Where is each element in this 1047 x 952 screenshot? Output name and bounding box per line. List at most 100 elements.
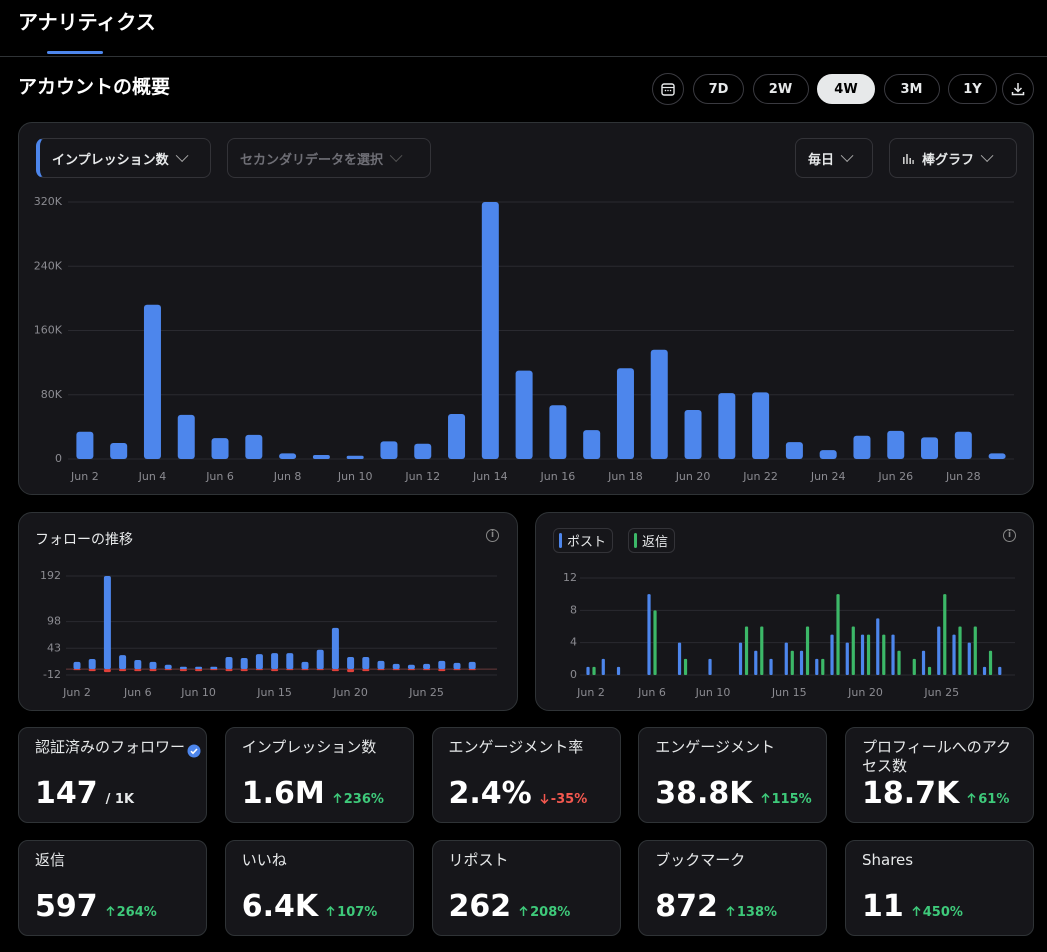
range-button[interactable]: 7D (693, 74, 744, 104)
card-value-row: 2.4% -35% (449, 776, 588, 811)
y-tick-label: 240K (34, 259, 63, 272)
range-button[interactable]: 2W (752, 74, 809, 104)
bar (347, 669, 355, 673)
card-value-row: 262 208% (449, 889, 571, 924)
metric-dropdown[interactable]: インプレッション数 (36, 138, 211, 178)
x-tick-label: Jun 10 (180, 686, 216, 699)
tab-indicator (47, 51, 103, 54)
bar (453, 669, 461, 671)
card-change: 138% (726, 905, 777, 920)
bar (143, 304, 161, 459)
x-tick-label: Jun 10 (337, 470, 373, 483)
secondary-dropdown[interactable]: セカンダリデータを選択 (227, 138, 431, 178)
card-change: -35% (540, 792, 587, 807)
x-tick-label: Jun 20 (847, 686, 883, 699)
bar (819, 450, 837, 459)
bar (952, 634, 956, 675)
bar (769, 658, 773, 675)
bar (988, 650, 993, 675)
bar (481, 202, 499, 459)
card-value: 1.6M (241, 776, 325, 811)
range-button[interactable]: 3M (883, 74, 940, 104)
download-button[interactable] (1002, 73, 1034, 105)
card-value-row: 18.7K 61% (862, 776, 1009, 811)
card-label: ブックマーク (655, 851, 746, 869)
bar (377, 660, 385, 670)
x-tick-label: Jun 15 (256, 686, 292, 699)
card-total: / 1K (105, 792, 135, 807)
bar (438, 660, 446, 670)
calendar-icon (661, 83, 675, 96)
bar (860, 634, 865, 675)
bar (982, 666, 987, 675)
bar (392, 663, 400, 670)
bar (73, 669, 81, 671)
bar (830, 634, 834, 675)
style-dropdown[interactable]: 棒グラフ (889, 138, 1017, 178)
bar (821, 658, 825, 675)
change-text: 236% (343, 792, 384, 807)
bar (119, 655, 127, 670)
bar (937, 626, 941, 675)
x-tick-label: Jun 2 (62, 686, 91, 699)
bar (177, 414, 195, 459)
x-tick-label: Jun 25 (923, 686, 959, 699)
info-icon[interactable]: i (486, 529, 499, 542)
tab-title[interactable]: アナリティクス (18, 10, 156, 34)
trend-arrow (326, 905, 335, 916)
bar (255, 669, 263, 671)
info-icon[interactable]: i (1003, 529, 1016, 542)
change-text: 450% (922, 905, 963, 920)
interval-dropdown[interactable]: 毎日 (795, 138, 873, 178)
card-value: 38.8K (655, 776, 753, 811)
metric-label: インプレッション数 (52, 152, 169, 168)
bar (448, 414, 466, 459)
card-value: 6.4K (241, 889, 319, 924)
x-tick-label: Jun 20 (675, 470, 711, 483)
x-tick-label: Jun 2 (576, 686, 605, 699)
card-label: 認証済みのフォロワー (35, 738, 186, 756)
calendar-button[interactable] (652, 73, 684, 105)
bar (240, 669, 248, 672)
x-tick-label: Jun 2 (70, 470, 99, 483)
verified-badge (187, 744, 201, 758)
range-button[interactable]: 1Y (948, 74, 997, 104)
legend-item: ポスト (553, 528, 614, 553)
stat-card: ブックマーク 872 138% (638, 840, 828, 936)
x-tick-label: Jun 26 (877, 470, 913, 483)
bar (973, 626, 977, 675)
bar (407, 669, 415, 671)
bar (616, 368, 634, 459)
legend-swatch (634, 533, 637, 548)
divider (0, 56, 1047, 57)
card-value-row: 38.8K 115% (655, 776, 811, 811)
bar (468, 661, 476, 670)
x-tick-label: Jun 6 (205, 470, 234, 483)
bar (887, 430, 905, 459)
arrow (912, 905, 921, 916)
bar (103, 669, 111, 673)
bar (179, 666, 187, 670)
range-button[interactable]: 4W (817, 74, 875, 104)
bar (210, 666, 218, 670)
bar (88, 658, 96, 670)
bar (312, 454, 330, 459)
x-tick-label: Jun 16 (540, 470, 576, 483)
arrow (540, 794, 549, 805)
x-tick-label: Jun 22 (742, 470, 778, 483)
card-label: 返信 (35, 851, 66, 869)
x-tick-label: Jun 12 (404, 470, 440, 483)
card-change: 107% (326, 905, 377, 920)
bar (897, 650, 901, 675)
bar (718, 393, 736, 459)
y-tick-label: 320K (34, 195, 63, 208)
bar (301, 661, 309, 670)
card-label: いいね (241, 851, 287, 869)
badge-check (190, 748, 198, 755)
stat-card: Shares 11 450% (845, 840, 1034, 936)
secondary-label: セカンダリデータを選択 (240, 152, 384, 168)
arrow (726, 905, 735, 916)
bar (103, 576, 111, 670)
follow-panel (18, 512, 518, 711)
bar (592, 666, 596, 675)
